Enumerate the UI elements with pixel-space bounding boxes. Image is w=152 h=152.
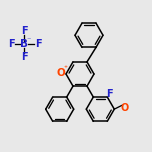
Text: F: F (35, 39, 41, 49)
Text: O: O (120, 103, 129, 113)
Text: F: F (21, 52, 27, 62)
Text: F: F (21, 26, 27, 36)
Text: ⁺: ⁺ (63, 64, 67, 74)
Text: F: F (8, 39, 14, 49)
Text: O: O (57, 68, 65, 78)
Text: F: F (106, 88, 113, 98)
Text: B: B (20, 39, 28, 49)
Text: ⁻: ⁻ (26, 35, 31, 44)
